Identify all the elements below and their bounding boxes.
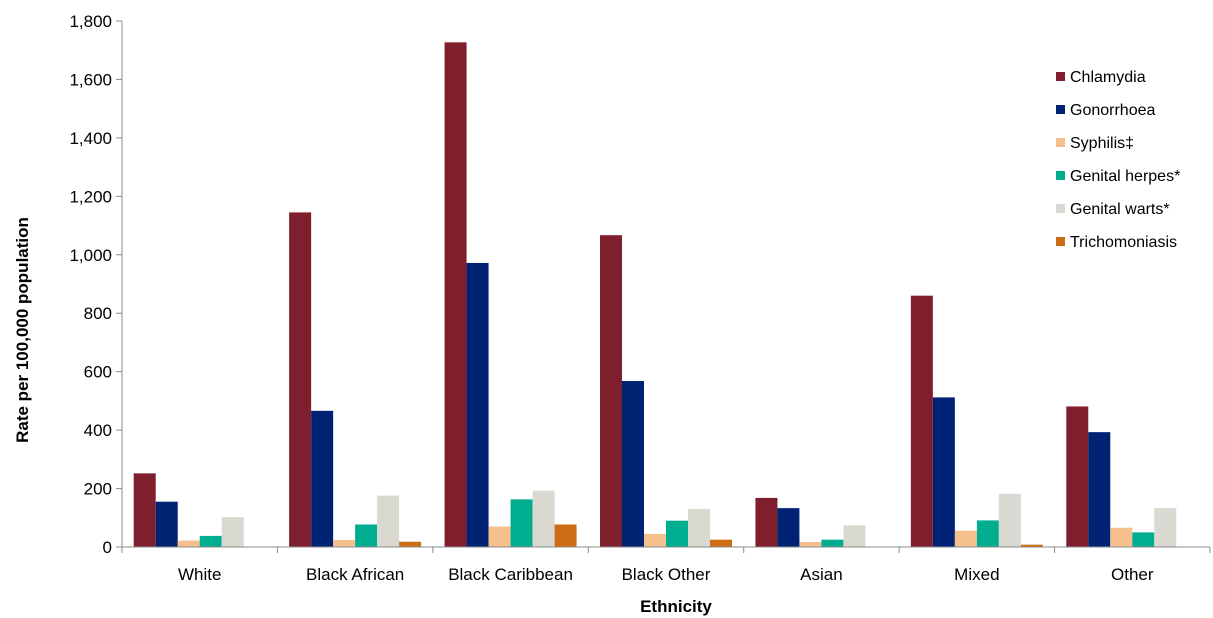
legend-swatch [1056, 138, 1065, 147]
y-axis-title: Rate per 100,000 population [13, 217, 32, 443]
y-tick-label: 200 [84, 480, 112, 499]
bar-gonorrhoea-asian [777, 508, 800, 547]
y-tick-label: 0 [103, 538, 112, 557]
y-tick-label: 1,800 [69, 12, 112, 31]
bar-genital-warts-other [1154, 508, 1177, 547]
x-tick-label: Black Caribbean [448, 565, 573, 584]
bar-genital-herpes-other [1132, 532, 1155, 547]
legend-label: Gonorrhoea [1070, 102, 1155, 119]
bar-syphilis-white [177, 540, 200, 547]
bar-gonorrhoea-black-other [622, 381, 644, 547]
bar-genital-herpes-black-other [666, 520, 688, 547]
bar-gonorrhoea-other [1088, 432, 1111, 547]
x-tick-label: Black Other [622, 565, 711, 584]
bar-chlamydia-white [133, 473, 156, 547]
bar-trichomoniasis-black-other [710, 539, 732, 547]
y-tick-label: 400 [84, 421, 112, 440]
y-tick-label: 600 [84, 363, 112, 382]
y-tick-label: 1,000 [69, 246, 112, 265]
bar-chlamydia-black-other [600, 235, 622, 547]
legend-label: Genital warts* [1070, 201, 1170, 218]
legend: Chlamydia Gonorrhoea Syphilis‡ Genital herp… [1056, 69, 1180, 251]
y-axis: 0 200 400 600 800 1,000 1,200 1,400 1,600 1,800 [69, 12, 123, 557]
bar-genital-warts-black-african [377, 495, 400, 547]
bar-genital-warts-mixed [998, 493, 1021, 547]
legend-swatch [1056, 105, 1065, 114]
bar-genital-herpes-black-african [355, 524, 378, 547]
bar-gonorrhoea-white [155, 501, 178, 547]
legend-swatch [1056, 237, 1065, 246]
x-tick-label: White [178, 565, 221, 584]
bar-genital-warts-black-other [688, 509, 710, 547]
bar-syphilis-black-other [644, 533, 666, 547]
legend-label: Syphilis‡ [1070, 135, 1134, 152]
bar-chlamydia-black-caribbean [444, 42, 467, 548]
bar-genital-herpes-mixed [976, 520, 999, 547]
bar-genital-herpes-black-caribbean [510, 499, 533, 547]
bar-syphilis-other [1110, 527, 1133, 547]
legend-swatch [1056, 204, 1065, 213]
bar-syphilis-black-caribbean [488, 526, 511, 547]
bar-trichomoniasis-black-caribbean [554, 524, 577, 547]
y-tick-label: 1,200 [69, 187, 112, 206]
x-tick-label: Asian [800, 565, 843, 584]
x-axis: White Black African Black Caribbean Black O… [121, 546, 1211, 584]
bar-genital-herpes-white [199, 535, 222, 547]
legend-label: Genital herpes* [1070, 168, 1180, 185]
legend-swatch [1056, 171, 1065, 180]
legend-label: Trichomoniasis [1070, 234, 1177, 251]
bar-genital-herpes-asian [821, 539, 844, 547]
bar-genital-warts-white [221, 517, 244, 547]
bar-genital-warts-asian [843, 525, 866, 547]
y-tick-label: 1,400 [69, 129, 112, 148]
bar-chlamydia-other [1066, 406, 1089, 547]
bar-chlamydia-black-african [289, 212, 312, 547]
bar-gonorrhoea-black-caribbean [466, 262, 489, 547]
legend-label: Chlamydia [1070, 69, 1146, 86]
bar-chlamydia-mixed [910, 295, 933, 547]
bar-syphilis-black-african [333, 539, 356, 547]
bar-syphilis-mixed [954, 530, 977, 547]
x-tick-label: Mixed [954, 565, 999, 584]
bar-gonorrhoea-black-african [311, 410, 334, 547]
bar-gonorrhoea-mixed [932, 397, 955, 547]
bar-trichomoniasis-mixed [1020, 544, 1043, 547]
bar-genital-warts-black-caribbean [532, 490, 555, 547]
x-axis-title: Ethnicity [640, 597, 712, 616]
y-tick-label: 1,600 [69, 70, 112, 89]
plot-area [133, 42, 1177, 548]
x-tick-label: Black African [306, 565, 404, 584]
legend-swatch [1056, 72, 1065, 81]
y-tick-label: 800 [84, 304, 112, 323]
bar-trichomoniasis-black-african [399, 541, 422, 547]
x-tick-label: Other [1111, 565, 1154, 584]
bar-syphilis-asian [799, 542, 822, 547]
bar-chlamydia-asian [755, 497, 778, 547]
